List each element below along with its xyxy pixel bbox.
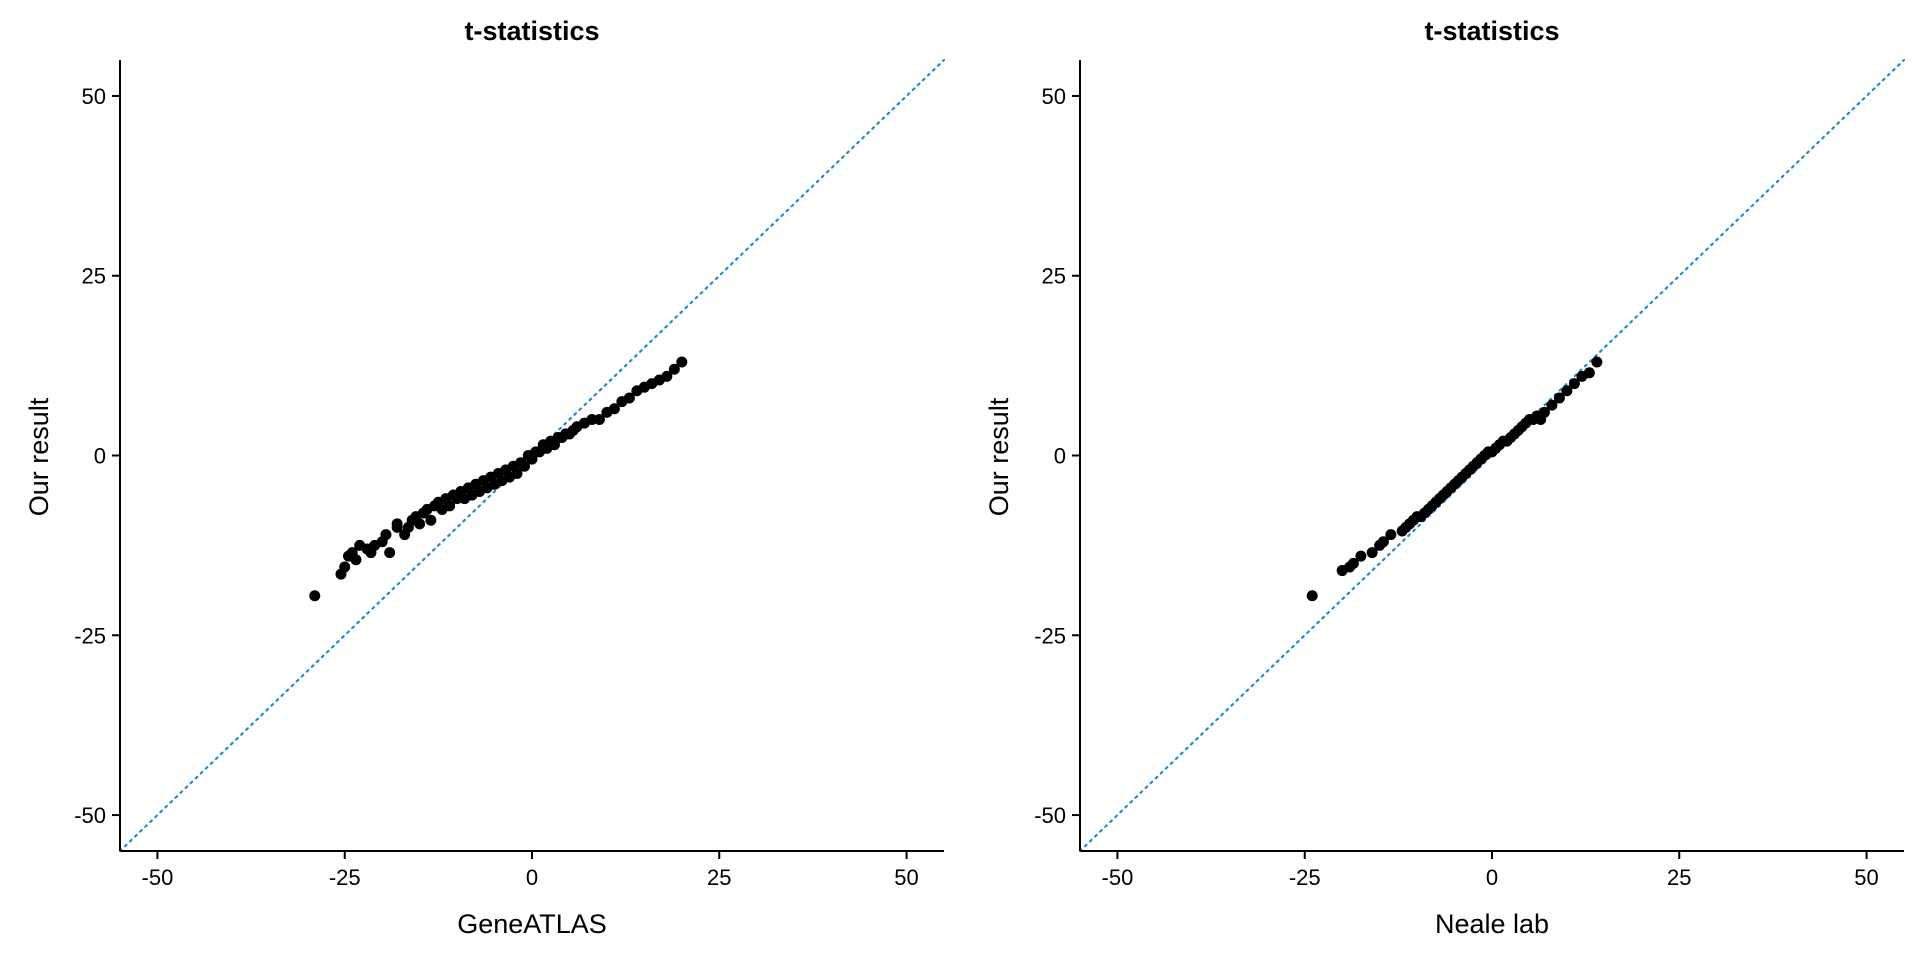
data-point — [391, 518, 403, 530]
y-tick-label: 0 — [94, 444, 106, 469]
y-tick-label: 0 — [1054, 444, 1066, 469]
x-tick-label: 50 — [894, 865, 918, 890]
y-tick-label: 25 — [82, 264, 106, 289]
data-point — [309, 590, 321, 602]
points-layer — [309, 356, 688, 602]
y-tick-label: -25 — [74, 623, 106, 648]
y-tick-label: -25 — [1034, 623, 1066, 648]
data-point — [519, 460, 531, 472]
y-axis-title: Our result — [24, 397, 54, 516]
data-point — [661, 370, 673, 382]
panel-title: t-statistics — [464, 16, 599, 46]
data-point — [593, 414, 605, 426]
x-tick-label: -25 — [329, 865, 361, 890]
data-point — [380, 529, 392, 541]
data-point — [623, 392, 635, 404]
y-tick-label: -50 — [1034, 803, 1066, 828]
x-tick-label: 25 — [1667, 865, 1691, 890]
data-point — [1553, 392, 1565, 404]
data-point — [1366, 547, 1378, 559]
points-layer — [1306, 356, 1603, 602]
identity-reference-line — [1078, 58, 1906, 853]
x-tick-label: 25 — [707, 865, 731, 890]
data-point — [676, 356, 688, 368]
data-point — [425, 514, 437, 526]
reference-line-layer — [118, 58, 946, 853]
data-point — [1306, 590, 1318, 602]
data-point — [1377, 536, 1389, 548]
data-point — [1568, 378, 1580, 390]
data-point — [414, 518, 426, 530]
scatter-panel-geneatlas: t-statistics -50 -25 0 25 50 -50 -25 0 25 50 Gene… — [24, 16, 946, 939]
identity-reference-line — [118, 58, 946, 853]
panel-title: t-statistics — [1424, 16, 1559, 46]
x-tick-label: 0 — [526, 865, 538, 890]
data-point — [1347, 557, 1359, 569]
data-point — [608, 403, 620, 415]
x-tick-label: -25 — [1289, 865, 1321, 890]
x-axis-title: Neale lab — [1435, 909, 1549, 939]
data-point — [1591, 356, 1603, 368]
x-tick-label: 0 — [1486, 865, 1498, 890]
data-point — [444, 500, 456, 512]
data-point — [1538, 406, 1550, 418]
data-point — [1355, 550, 1367, 562]
data-point — [339, 561, 351, 573]
x-tick-label: -50 — [142, 865, 174, 890]
x-tick-label: 50 — [1854, 865, 1878, 890]
data-point — [1561, 385, 1573, 397]
y-tick-label: 50 — [1042, 84, 1066, 109]
y-tick-label: 25 — [1042, 264, 1066, 289]
y-tick-label: 50 — [82, 84, 106, 109]
data-point — [1385, 529, 1397, 541]
data-point — [668, 363, 680, 375]
data-point — [350, 554, 362, 566]
data-point — [1546, 399, 1558, 411]
axes-layer: -50 -25 0 25 50 -50 -25 0 25 50 — [74, 60, 944, 890]
y-axis-title: Our result — [984, 397, 1014, 516]
x-axis-title: GeneATLAS — [457, 909, 607, 939]
scatter-panel-neale-lab: t-statistics -50 -25 0 25 50 -50 -25 0 25 50 Neal… — [984, 16, 1906, 939]
y-tick-label: -50 — [74, 803, 106, 828]
reference-line-layer — [1078, 58, 1906, 853]
axes-layer: -50 -25 0 25 50 -50 -25 0 25 50 — [1034, 60, 1904, 890]
data-point — [511, 467, 523, 479]
data-point — [384, 547, 396, 559]
data-point — [1583, 367, 1595, 379]
x-tick-label: -50 — [1102, 865, 1134, 890]
